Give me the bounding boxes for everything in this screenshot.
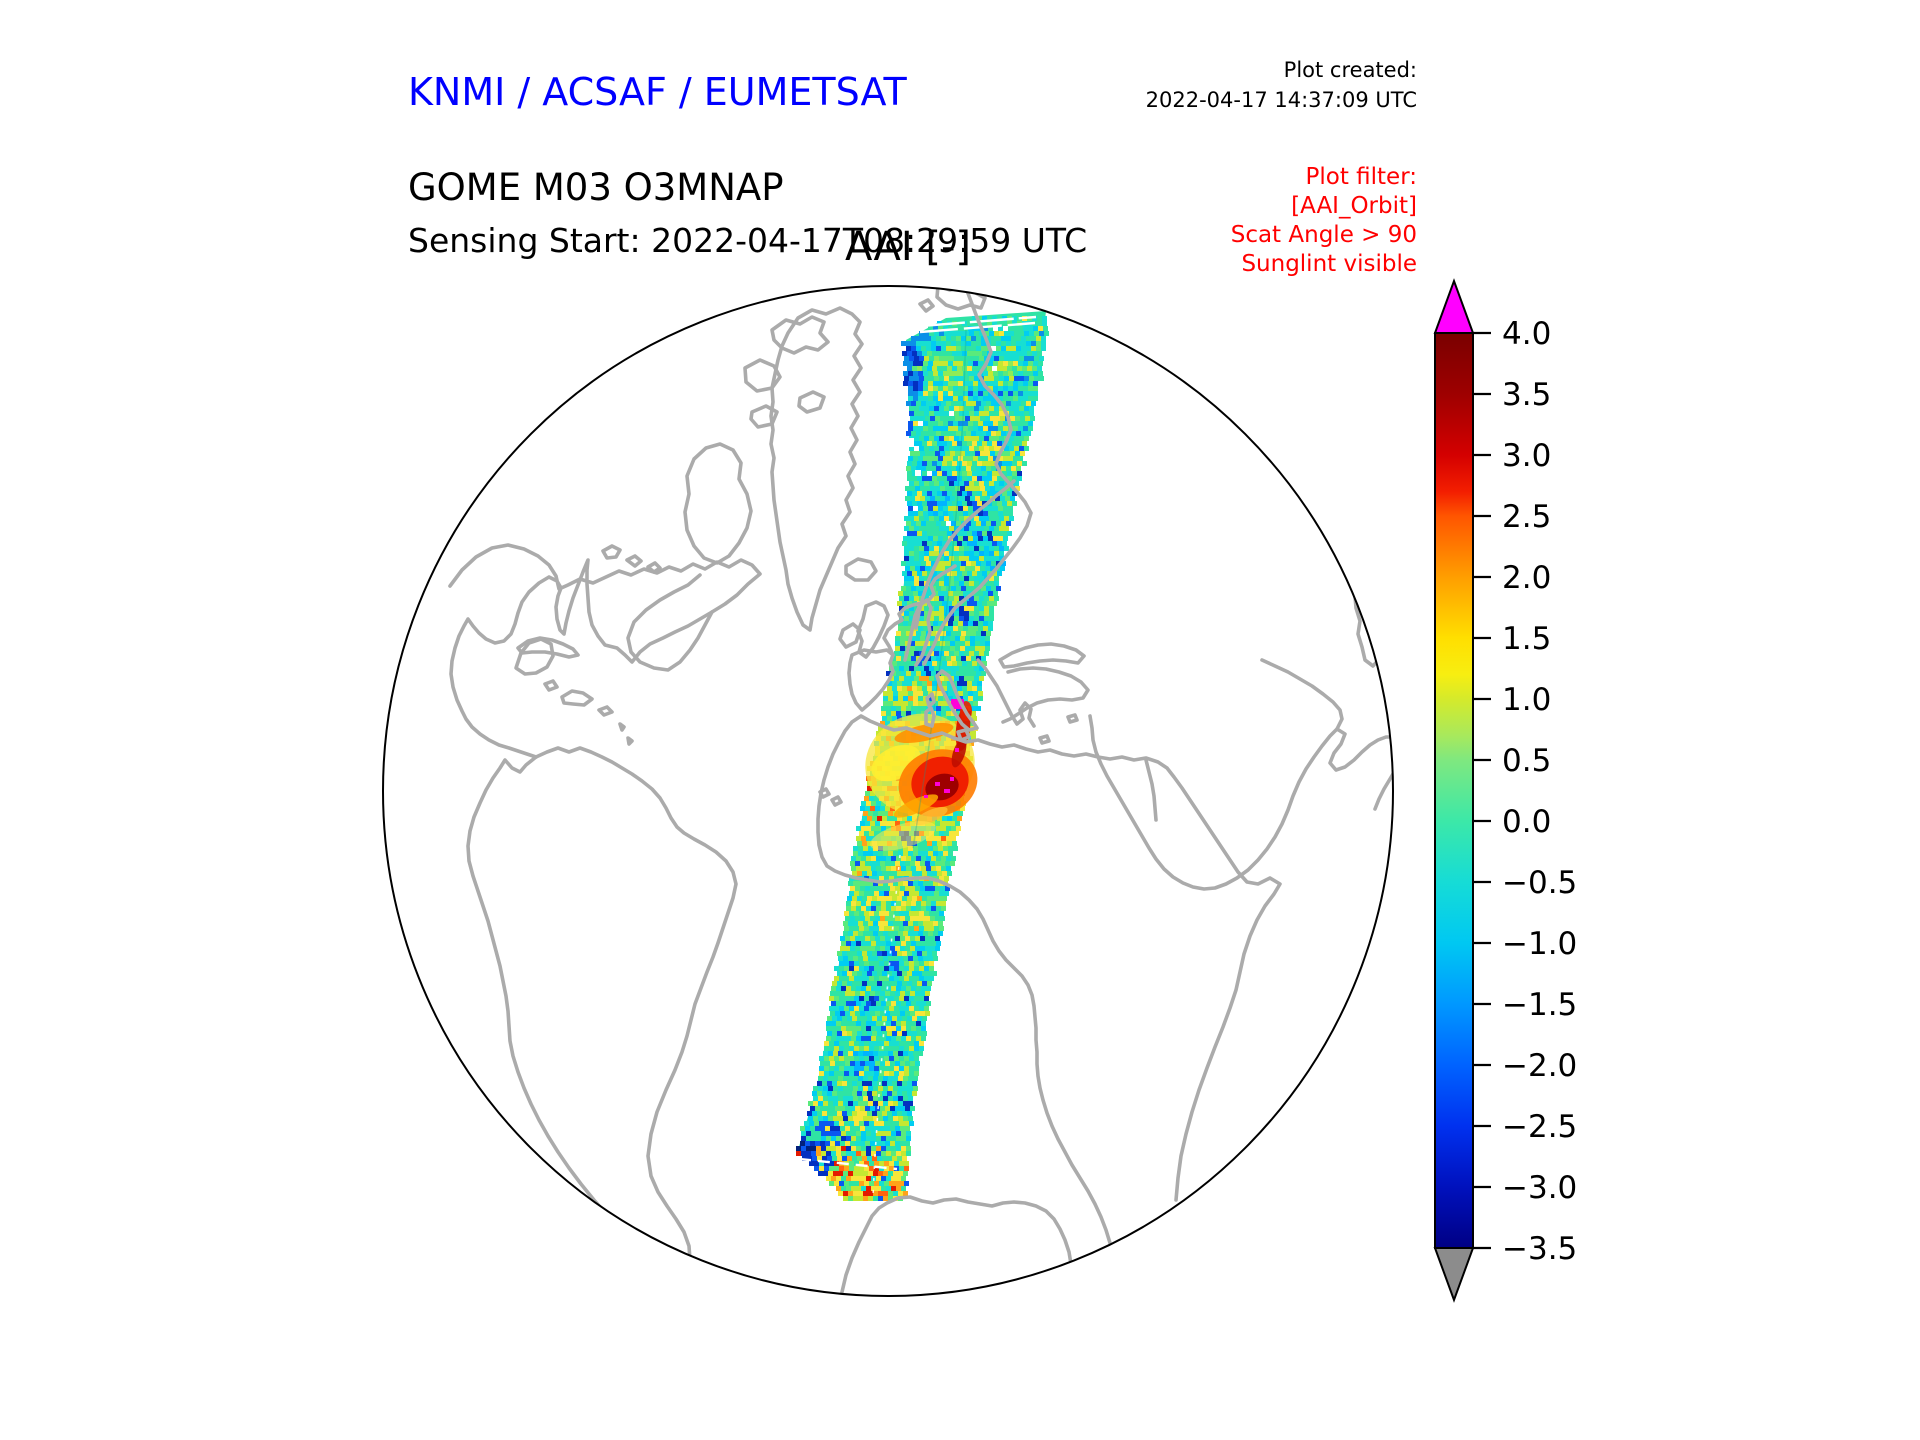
colorbar-tick-label: −2.5 bbox=[1502, 1109, 1577, 1145]
coast-greenland bbox=[769, 306, 864, 632]
sensing-start-line: Sensing Start: 2022-04-17T08:29:59 UTC bbox=[408, 221, 1088, 260]
plot-title: AAI [-] bbox=[845, 224, 971, 270]
colorbar-tick-label: −2.0 bbox=[1502, 1048, 1577, 1084]
coast-iceland bbox=[844, 557, 878, 582]
coastlines bbox=[448, 286, 1393, 1294]
product-title: GOME M03 O3MNAP bbox=[408, 166, 784, 209]
colorbar-tick-label: −1.5 bbox=[1502, 987, 1577, 1023]
coast-cuba bbox=[516, 636, 580, 659]
colorbar-tick-label: 4.0 bbox=[1502, 316, 1551, 352]
coast-cyprus bbox=[1066, 713, 1079, 724]
coast-north-america-coast bbox=[448, 543, 762, 759]
colorbar-tick-label: −3.0 bbox=[1502, 1170, 1577, 1206]
colorbar-tick-label: 0.0 bbox=[1502, 804, 1551, 840]
coast-arctic-island-d bbox=[749, 404, 779, 429]
colorbar-tick-label: 0.5 bbox=[1502, 743, 1551, 779]
coast-arctic-island-b bbox=[743, 358, 782, 393]
coast-ireland bbox=[838, 622, 862, 649]
coast-levant-arabia-gulf bbox=[1088, 714, 1393, 891]
plot-filter-note: Plot filter: [AAI_Orbit] Scat Angle > 90 Su… bbox=[1230, 164, 1417, 277]
coast-puerto-rico bbox=[597, 705, 614, 717]
coast-antilles-2 bbox=[626, 736, 634, 746]
coast-great-lakes-2 bbox=[625, 554, 643, 568]
coast-jamaica bbox=[543, 679, 559, 692]
coast-sardinia bbox=[924, 706, 936, 728]
plot-created-block: Plot created: 2022-04-17 14:37:09 UTC bbox=[1146, 55, 1417, 115]
coast-yucatan bbox=[514, 637, 555, 676]
coast-canary-1 bbox=[818, 787, 831, 799]
coast-baffin-island bbox=[683, 442, 753, 565]
colorbar-under-arrow bbox=[1433, 1247, 1475, 1303]
coast-asia-limb-coast bbox=[1260, 658, 1344, 731]
coast-antarctica-coast bbox=[840, 1195, 1073, 1294]
coast-norway-coast bbox=[914, 479, 1016, 630]
coast-antilles-1 bbox=[618, 722, 626, 732]
colorbar-tick-label: 1.0 bbox=[1502, 682, 1551, 718]
colorbar-tick-label: −1.0 bbox=[1502, 926, 1577, 962]
coast-hispaniola bbox=[560, 689, 594, 707]
coast-great-lakes-3 bbox=[646, 561, 662, 574]
colorbar: 4.0 3.5 3.0 2.5 2.0 1.5 1.0 0.5 0.0 −0.5 −1.0 −1.5 −… bbox=[1433, 278, 1577, 1303]
colorbar-tick-label: 2.5 bbox=[1502, 499, 1551, 535]
coast-africa bbox=[816, 714, 1282, 1270]
coast-italy bbox=[935, 669, 979, 732]
coast-anatolia bbox=[1001, 666, 1090, 724]
coast-svalbard-small bbox=[918, 298, 935, 313]
colorbar-tick-label: −0.5 bbox=[1502, 865, 1577, 901]
colorbar-tick-label: 3.5 bbox=[1502, 377, 1551, 413]
coast-kola-whitesea-baltic bbox=[922, 286, 1033, 666]
coast-hudson-bay bbox=[626, 573, 714, 672]
plot-created-timestamp: 2022-04-17 14:37:09 UTC bbox=[1145, 88, 1417, 112]
aai-swath bbox=[796, 311, 1049, 1201]
plot-created-label: Plot created: bbox=[1283, 58, 1417, 82]
coast-caspian-sea bbox=[1353, 588, 1384, 668]
coast-canary-2 bbox=[830, 795, 843, 807]
coast-crete bbox=[1038, 734, 1051, 745]
coast-france-west-europe bbox=[882, 564, 957, 657]
colorbar-tick-label: 2.0 bbox=[1502, 560, 1551, 596]
globe-outline bbox=[382, 285, 1394, 1297]
colorbar-tick-label: −3.5 bbox=[1502, 1231, 1577, 1267]
coast-arctic-island-a bbox=[770, 315, 830, 355]
coast-iberia bbox=[847, 648, 895, 712]
coast-sicily bbox=[956, 728, 971, 742]
coast-corsica bbox=[925, 692, 936, 708]
coast-arctic-island-c bbox=[797, 390, 826, 414]
coast-denmark bbox=[903, 598, 933, 667]
colorbar-tick-label: 3.0 bbox=[1502, 438, 1551, 474]
colorbar-over-arrow bbox=[1433, 278, 1475, 334]
coast-south-america bbox=[466, 746, 738, 1283]
coast-nile bbox=[1144, 758, 1158, 822]
org-title: KNMI / ACSAF / EUMETSAT bbox=[408, 70, 907, 114]
coast-great-lakes-1 bbox=[601, 544, 622, 560]
coast-black-sea bbox=[998, 642, 1086, 669]
colorbar-tick-label: 1.5 bbox=[1502, 621, 1551, 657]
